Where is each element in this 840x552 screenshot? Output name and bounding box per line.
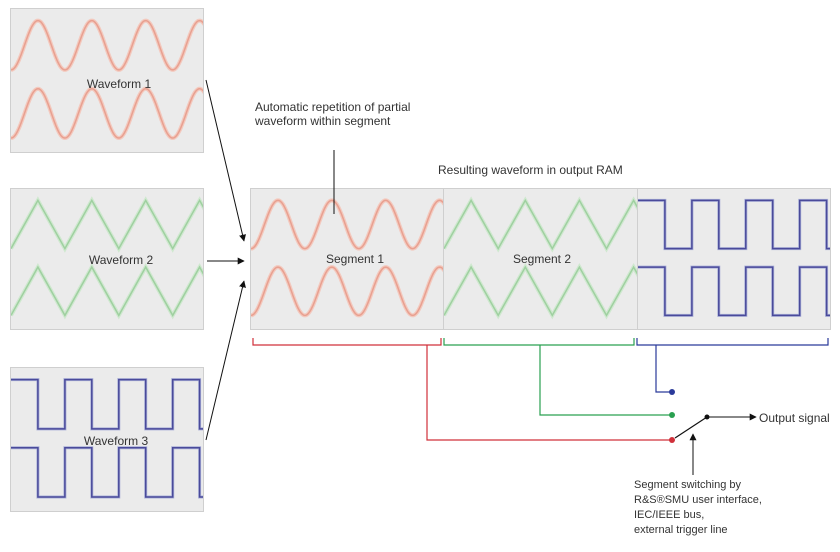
sine-wave-graphic — [11, 18, 203, 141]
repetition-annotation: Automatic repetition of partial waveform… — [255, 100, 410, 128]
square-wave-row — [638, 266, 830, 317]
segment-3-route — [655, 345, 672, 393]
switching-line-4: external trigger line — [634, 524, 728, 536]
switch-arm — [674, 416, 708, 439]
square-wave-row — [638, 199, 830, 250]
output-ram-segment-2: Segment 2 — [443, 188, 638, 330]
triangle-wave-row — [11, 198, 203, 251]
segment-1-route — [426, 345, 672, 441]
segment-3-square-graphic — [638, 198, 830, 317]
segment-3-bracket — [636, 338, 829, 346]
switching-line-3: IEC/IEEE bus, — [634, 509, 705, 521]
sine-wave-row — [251, 199, 443, 250]
segment-1-bracket — [252, 338, 442, 346]
waveform-2-label: Waveform 2 — [88, 253, 154, 267]
square-wave-row — [11, 446, 203, 498]
square-wave-graphic — [11, 378, 203, 499]
triangle-wave-graphic — [11, 196, 203, 320]
triangle-wave-row — [11, 265, 203, 317]
segment-2-triangle-graphic — [444, 196, 637, 320]
triangle-wave-row — [444, 265, 637, 317]
repetition-annotation-line-2: waveform within segment — [255, 114, 391, 128]
sine-wave-row — [11, 19, 203, 71]
output-ram-segment-3 — [637, 188, 831, 330]
sine-wave-row — [11, 88, 203, 139]
waveform-2-panel: Waveform 2 — [10, 188, 204, 330]
triangle-wave-row — [444, 198, 637, 251]
waveform-1-panel: Waveform 1 — [10, 8, 204, 153]
segment-2-route — [539, 345, 672, 416]
segment-1-label: Segment 1 — [325, 252, 385, 266]
output-ram-title: Resulting waveform in output RAM — [438, 163, 623, 177]
arrow-waveform-1 — [205, 79, 246, 242]
waveform-3-panel: Waveform 3 — [10, 367, 204, 512]
repetition-annotation-line-1: Automatic repetition of partial — [255, 100, 411, 114]
segment-2-bracket — [443, 338, 635, 346]
square-wave-row — [11, 378, 203, 430]
segment-2-label: Segment 2 — [512, 252, 572, 266]
switching-line-1: Segment switching by — [634, 479, 741, 491]
segment-1-sine-graphic — [251, 198, 443, 318]
output-signal-label: Output signal — [759, 411, 830, 425]
segment-1-contact — [669, 437, 675, 443]
arrow-waveform-3 — [205, 280, 246, 441]
output-ram-segment-1: Segment 1 — [250, 188, 444, 330]
switching-line-2: R&S®SMU user interface, — [634, 494, 762, 506]
switching-annotation: Segment switching by R&S®SMU user interf… — [634, 478, 762, 538]
waveform-1-label: Waveform 1 — [86, 77, 152, 91]
segment-2-contact — [669, 412, 675, 418]
segment-3-contact — [669, 389, 675, 395]
sine-wave-row — [251, 266, 443, 317]
waveform-3-label: Waveform 3 — [83, 434, 149, 448]
